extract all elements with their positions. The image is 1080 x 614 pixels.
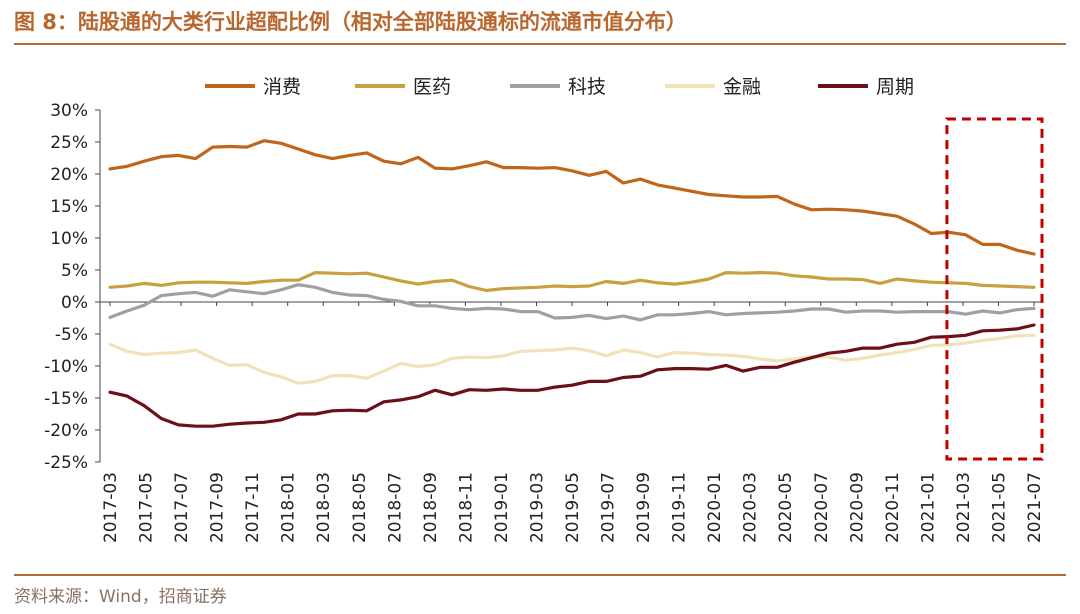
x-tick-label: 2020-01: [705, 472, 725, 543]
x-tick-label: 2017-09: [208, 472, 228, 543]
source-note: 资料来源：Wind，招商证券: [14, 587, 227, 607]
chart-legend: 消费 医药 科技 金融 周期: [205, 76, 914, 98]
x-tick-label: 2019-05: [563, 472, 583, 543]
x-tick-label: 2019-11: [670, 472, 690, 543]
y-tick-label: 30%: [50, 101, 88, 121]
x-tick-label: 2019-09: [634, 472, 654, 543]
series-line-周期: [108, 323, 1036, 428]
x-tick-label: 2017-05: [137, 472, 157, 543]
x-tick-label: 2018-09: [421, 472, 441, 543]
x-tick-label: 2019-03: [527, 472, 547, 543]
y-tick-label: 20%: [50, 165, 88, 185]
title-rule: [14, 43, 1066, 45]
x-tick-label: 2017-11: [243, 472, 263, 543]
x-tick-label: 2018-05: [350, 472, 370, 543]
series-line-医药: [108, 271, 1036, 293]
legend-label: 周期: [876, 76, 914, 98]
x-tick-label: 2019-07: [599, 472, 619, 543]
y-tick-label: 25%: [50, 133, 88, 153]
series-line-消费: [108, 139, 1036, 256]
x-tick-label: 2020-05: [776, 472, 796, 543]
x-tick-label: 2017-03: [101, 472, 121, 543]
x-tick-label: 2019-01: [492, 472, 512, 543]
x-tick-label: 2020-03: [741, 472, 761, 543]
y-tick-label: -20%: [44, 421, 88, 441]
legend-label: 科技: [568, 76, 606, 98]
y-tick-label: 10%: [50, 229, 88, 249]
y-tick-label: -10%: [44, 357, 88, 377]
x-tick-label: 2021-03: [954, 472, 974, 543]
x-tick-label: 2017-07: [172, 472, 192, 543]
x-tick-label: 2018-03: [314, 472, 334, 543]
y-tick-label: 5%: [61, 261, 88, 281]
legend-label: 消费: [263, 76, 301, 98]
series-line-金融: [108, 333, 1036, 385]
y-tick-label: -5%: [55, 325, 88, 345]
x-tick-label: 2020-07: [812, 472, 832, 543]
x-tick-label: 2020-11: [883, 472, 903, 543]
legend-label: 医药: [413, 76, 451, 98]
x-tick-label: 2021-05: [989, 472, 1009, 543]
y-tick-label: 15%: [50, 197, 88, 217]
series-line-科技: [108, 283, 1036, 322]
footer-rule: [14, 574, 1066, 576]
highlight-box: [945, 117, 1044, 461]
line-chart: 消费 医药 科技 金融 周期 30% 25% 20% 15% 10% 5% 0% -5% -10% -15…: [44, 76, 1045, 543]
x-tick-label: 2018-11: [456, 472, 476, 543]
y-tick-label: 0%: [61, 293, 88, 313]
y-tick-label: -25%: [44, 453, 88, 473]
legend-label: 金融: [723, 76, 761, 98]
y-axis: 30% 25% 20% 15% 10% 5% 0% -5% -10% -15% -20% -25%: [44, 101, 101, 473]
plot-area: [108, 117, 1044, 461]
chart-title: 图 8：陆股通的大类行业超配比例（相对全部陆股通标的流通市值分布）: [14, 10, 687, 34]
x-tick-label: 2021-07: [1025, 472, 1045, 543]
x-tick-label: 2020-09: [847, 472, 867, 543]
x-tick-label: 2018-01: [279, 472, 299, 543]
x-tick-label: 2021-01: [918, 472, 938, 543]
x-tick-label: 2018-07: [385, 472, 405, 543]
y-tick-label: -15%: [44, 389, 88, 409]
x-axis: 2017-03 2017-05 2017-07 2017-09 2017-11 2018-…: [100, 301, 1045, 543]
